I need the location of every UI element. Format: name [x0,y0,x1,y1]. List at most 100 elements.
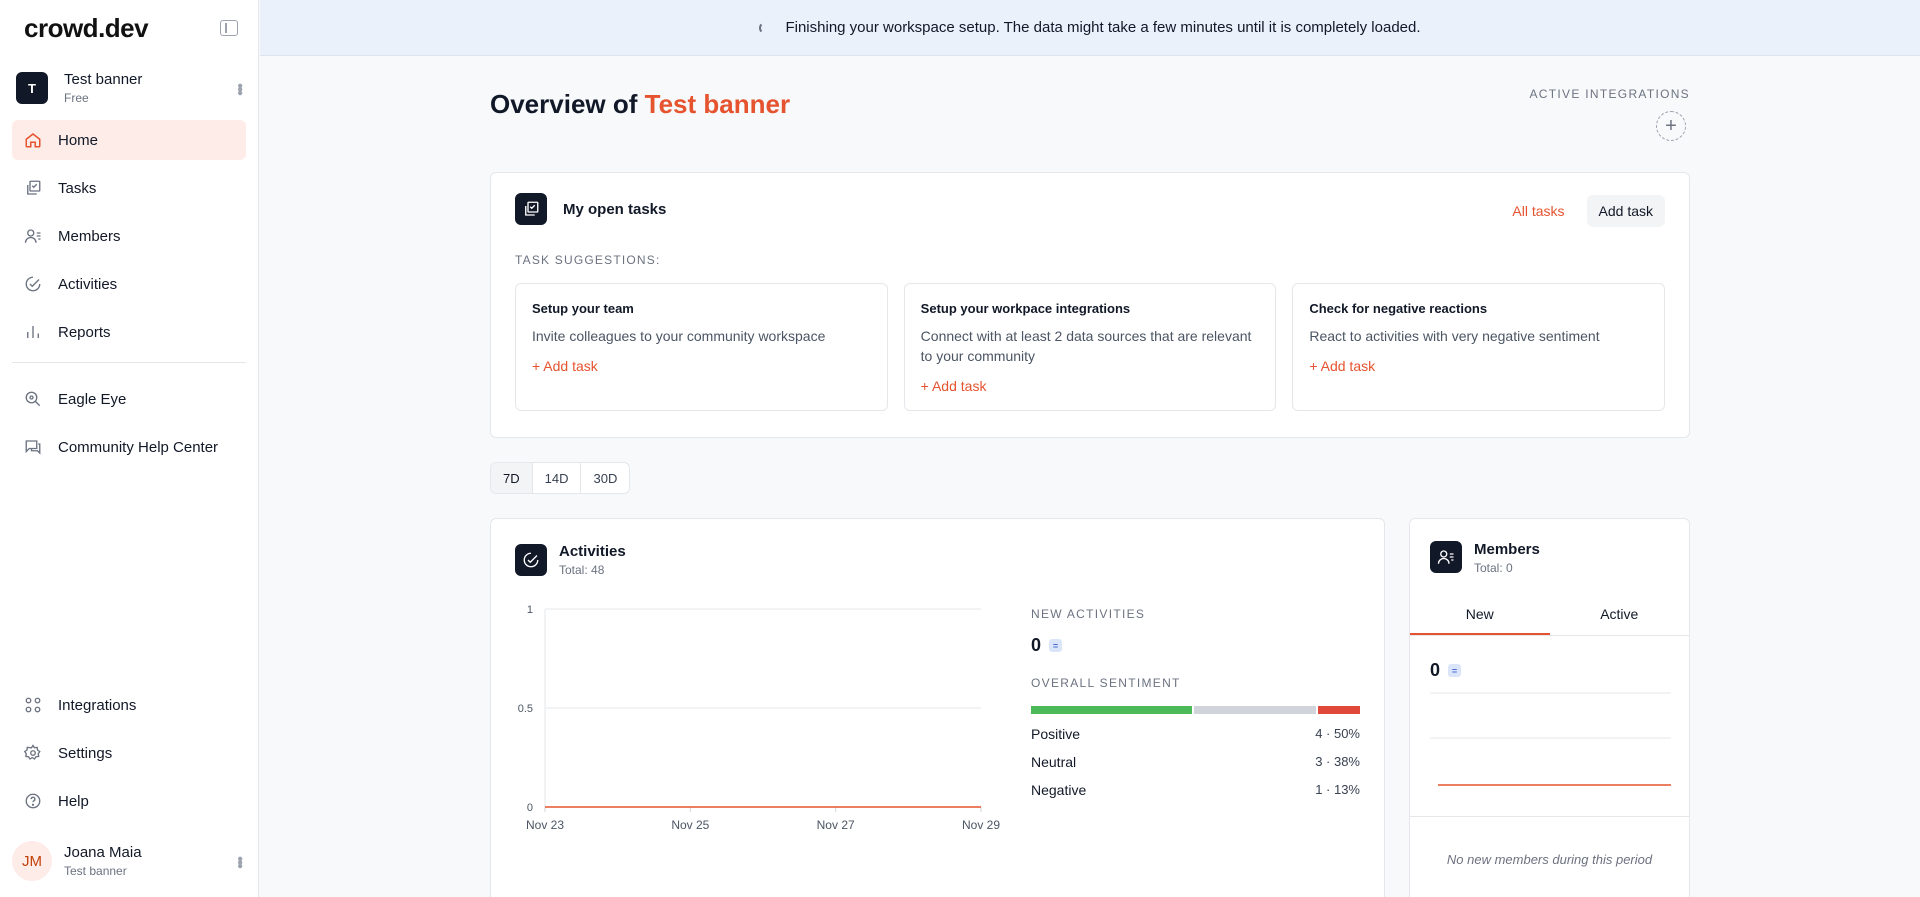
nav-item-settings[interactable]: Settings [12,733,246,773]
workspace-switcher[interactable]: T Test banner Free ••• [0,56,258,120]
tab-active-members[interactable]: Active [1600,606,1639,622]
activities-title: Activities [559,543,626,560]
nav-item-members[interactable]: Members [12,216,246,256]
nav-label-eagle-eye: Eagle Eye [58,390,127,408]
x-tick-label: Nov 23 [526,818,564,832]
members-tabs: New Active [1410,599,1689,636]
task-suggestions-label: TASK SUGGESTIONS: [515,253,661,267]
user-name: Joana Maia [64,844,142,861]
main-content: Overview of Test banner ACTIVE INTEGRATI… [490,56,1690,897]
workspace-menu-icon[interactable]: ••• [231,82,248,94]
workspace-avatar: T [16,72,48,104]
page-title-prefix: Overview of [490,89,638,119]
sentiment-row-neutral: Neutral 3 · 38% [1031,754,1360,770]
page-header: Overview of Test banner ACTIVE INTEGRATI… [490,56,1690,172]
chat-icon [24,438,42,456]
user-menu-icon[interactable]: ••• [231,855,248,867]
nav-item-tasks[interactable]: Tasks [12,168,246,208]
trend-badge: = [1448,664,1462,677]
suggestion-description: Invite colleagues to your community work… [532,328,826,344]
members-sparkline [1430,692,1671,786]
activities-widget: Activities Total: 48 1 0.5 0 Nov 23 Nov 25 No… [490,518,1385,897]
x-tick-label: Nov 29 [962,818,1000,832]
add-task-button[interactable]: Add task [1586,195,1665,227]
members-empty-state: No new members during this period [1446,852,1653,867]
activities-stats: NEW ACTIVITIES 0 = OVERALL SENTIMENT Pos… [1031,607,1360,798]
nav-item-integrations[interactable]: Integrations [12,685,246,725]
sentiment-segment-neutral [1193,706,1317,714]
suggestion-add-task-link[interactable]: + Add task [920,378,987,394]
banner-message: Finishing your workspace setup. The data… [785,19,1421,36]
bottom-nav: Integrations Settings Help [0,685,258,829]
trend-badge: = [1049,639,1063,652]
new-activities-label: NEW ACTIVITIES [1031,607,1146,621]
suggestion-description: React to activities with very negative s… [1309,328,1600,344]
gear-icon [24,744,42,762]
home-icon [24,131,42,149]
activities-icon [24,275,42,293]
task-suggestion-card: Setup your team Invite colleagues to you… [515,283,888,411]
nav-item-help[interactable]: Help [12,781,246,821]
suggestion-title: Setup your team [532,301,634,316]
main-nav: Home Tasks Members Activities Reports [0,120,258,352]
logo-row: crowd.dev [0,0,258,56]
nav-label-tasks: Tasks [58,179,97,197]
grid-icon [24,696,42,714]
sentiment-value: 4 · 50% [1315,726,1360,741]
tasks-icon [24,179,42,197]
task-suggestions: Setup your team Invite colleagues to you… [515,283,1666,411]
members-title: Members [1474,541,1540,558]
user-workspace: Test banner [64,864,127,878]
sentiment-label: OVERALL SENTIMENT [1031,676,1181,690]
help-icon [24,792,42,810]
nav-item-eagle-eye[interactable]: Eagle Eye [12,379,246,419]
nav-item-help-center[interactable]: Community Help Center [12,427,246,467]
activities-line-chart: 1 0.5 0 Nov 23 Nov 25 Nov 27 Nov 29 [518,604,1001,832]
search-icon [24,390,42,408]
period-7d-button[interactable]: 7D [491,463,533,493]
active-integrations-label: ACTIVE INTEGRATIONS [1529,87,1690,101]
nav-item-reports[interactable]: Reports [12,312,246,352]
sentiment-row-positive: Positive 4 · 50% [1031,726,1360,742]
bar-chart-icon [24,323,42,341]
sentiment-value: 1 · 13% [1315,782,1360,797]
period-14d-button[interactable]: 14D [533,463,582,493]
nav-item-activities[interactable]: Activities [12,264,246,304]
y-tick-label: 1 [527,604,533,616]
page-title: Overview of Test banner [490,89,790,120]
sidebar: crowd.dev T Test banner Free ••• Home Ta… [0,0,259,897]
suggestion-description: Connect with at least 2 data sources tha… [920,328,1252,364]
open-tasks-card: My open tasks All tasks Add task TASK SU… [490,172,1690,438]
sentiment-name: Positive [1031,726,1081,742]
user-menu[interactable]: JM Joana Maia Test banner ••• [0,841,258,881]
open-tasks-title: My open tasks [563,200,667,218]
nav-item-home[interactable]: Home [12,120,246,160]
members-icon [24,227,42,245]
y-tick-label: 0.5 [518,703,533,715]
user-avatar: JM [12,841,52,881]
tab-new-members[interactable]: New [1410,599,1550,635]
loading-spinner-icon [759,21,771,34]
activities-icon [515,544,547,576]
nav-label-members: Members [58,227,121,245]
workspace-name: Test banner [64,71,143,88]
x-tick-label: Nov 27 [817,818,855,832]
members-total: Total: 0 [1474,561,1513,575]
suggestion-add-task-link[interactable]: + Add task [532,358,598,374]
add-integration-button[interactable]: + [1656,111,1686,141]
nav-label-help: Help [58,792,89,810]
all-tasks-link[interactable]: All tasks [1512,203,1565,219]
suggestion-add-task-link[interactable]: + Add task [1309,358,1376,374]
period-30d-button[interactable]: 30D [593,470,618,486]
nav-label-settings: Settings [58,744,113,762]
app-logo[interactable]: crowd.dev [24,12,149,43]
sentiment-segment-negative [1318,706,1360,714]
sentiment-segment-positive [1031,706,1192,714]
setup-banner: Finishing your workspace setup. The data… [260,0,1920,56]
sidebar-collapse-icon[interactable] [220,20,238,36]
x-tick-label: Nov 25 [671,818,709,832]
nav-divider [12,362,246,363]
members-value: 0 [1430,660,1441,680]
workspace-plan: Free [64,91,89,105]
nav-label-home: Home [58,131,99,149]
